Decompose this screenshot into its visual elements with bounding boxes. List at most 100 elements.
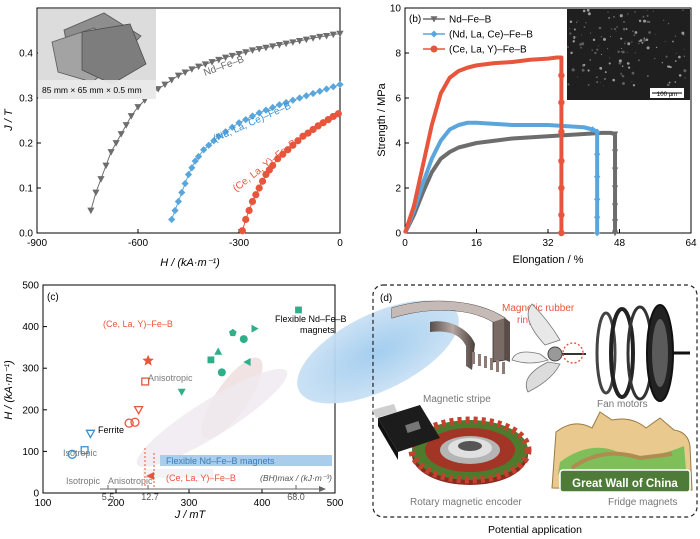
panel-b-ytick-label: 2: [395, 184, 401, 195]
panel-a-series-1-point: [168, 215, 176, 224]
micrograph-grain: [587, 83, 590, 86]
panel-a-series-0-point: [117, 131, 125, 138]
micrograph-grain: [638, 19, 642, 23]
panel-b-ytick-label: 0: [395, 229, 401, 240]
panel-c-point-flexible: [228, 328, 237, 337]
panel-a-series-0-point: [134, 104, 142, 111]
micrograph-grain: [621, 50, 625, 54]
micrograph-grain: [641, 41, 644, 44]
panel-a-series-0-point: [309, 35, 317, 42]
panel-a-series-1-line: [171, 84, 341, 220]
panel-c-xtick-label: 200: [108, 498, 125, 509]
panel-b-legend-marker-2: [430, 45, 438, 53]
panel-a-series-1-point: [184, 170, 193, 179]
panel-a-series-2-point: [255, 184, 263, 192]
panel-c-label-flexible-2: magnets: [300, 325, 335, 335]
panel-c-bh-arrow: [319, 486, 326, 492]
panel-c-ytick-label: 100: [22, 447, 39, 458]
micrograph-grain: [643, 37, 646, 39]
micrograph-grain: [631, 81, 633, 83]
micrograph-grain: [646, 20, 649, 23]
micrograph-grain: [665, 55, 668, 58]
stripe-segment: [472, 352, 475, 364]
micrograph-grain: [598, 45, 600, 47]
micrograph-grain: [645, 38, 649, 42]
panel-c-bar-iso-label: Isotropic: [66, 476, 101, 486]
micrograph-grain: [637, 59, 640, 62]
micrograph-grain: [639, 39, 643, 42]
panel-a-series-0-point: [154, 86, 162, 93]
micrograph-grain: [575, 36, 577, 38]
panel-b-legend-label-1: (Nd, La, Ce)–Fe–B: [449, 30, 533, 41]
panel-c-bar-flexible: [160, 455, 332, 466]
micrograph-grain: [569, 32, 572, 35]
micrograph-grain: [587, 12, 589, 14]
micrograph-grain: [579, 43, 582, 46]
caption-fridge-magnets: Fridge magnets: [608, 497, 677, 508]
panel-b-ylabel: Strength / MPa: [376, 82, 388, 156]
micrograph-grain: [620, 37, 623, 40]
panel-b-series-2-line: [403, 55, 564, 234]
micrograph-grain: [652, 10, 654, 12]
micrograph-grain: [622, 27, 626, 31]
micrograph-grain: [661, 62, 664, 64]
panel-b-legend-label-2: (Ce, La, Y)–Fe–B: [449, 45, 527, 56]
panel-c-label-ferrite: Ferrite: [98, 425, 124, 435]
micrograph-grain: [681, 31, 685, 35]
micrograph-grain: [598, 26, 602, 30]
micrograph-grain: [643, 19, 647, 23]
panel-a-series-1-point: [289, 96, 297, 104]
micrograph-grain: [647, 75, 649, 77]
panel-a-series-1-point: [171, 206, 179, 215]
panel-a-series-2-point: [248, 197, 257, 206]
panel-a-series-1-point: [302, 92, 310, 100]
micrograph-grain: [684, 77, 686, 79]
micrograph-grain: [655, 33, 657, 35]
micrograph-grain: [586, 8, 590, 12]
micrograph-grain: [607, 16, 611, 20]
label-magnetic-rubber-ring-2: ring: [517, 315, 534, 326]
micrograph-grain: [600, 53, 602, 56]
panel-a-series-0-point: [195, 63, 203, 71]
micrograph-grain: [589, 59, 591, 61]
panel-b-ytick-label: 10: [390, 4, 402, 15]
panel-b-series-1-point: [593, 196, 601, 203]
micrograph-grain: [571, 68, 575, 72]
micrograph-grain: [612, 78, 616, 82]
panel-a-inset-photo: [38, 9, 156, 99]
panel-c-ytick-label: 500: [22, 281, 39, 292]
panel-a-series-0-point: [296, 37, 304, 45]
panel-a-series-0-point: [228, 52, 236, 60]
micrograph-grain: [632, 30, 634, 33]
micrograph-grain: [615, 31, 617, 32]
panel-a-series-1-point: [200, 146, 208, 154]
caption-rotary-encoder: Rotary magnetic encoder: [410, 497, 522, 508]
micrograph-grain: [628, 66, 631, 69]
micrograph-grain: [610, 28, 613, 30]
micrograph-grain: [675, 52, 677, 54]
rotary-encoder-image: [372, 404, 532, 485]
micrograph-grain: [631, 71, 635, 75]
micrograph-grain: [664, 40, 666, 42]
micrograph-grain: [614, 28, 616, 30]
panel-a-series-1-point: [262, 106, 270, 114]
panel-b-series-2-point: [558, 128, 565, 135]
panel-a-label-celay: (Ce, La, Y)–Fe–B: [231, 138, 299, 195]
panel-a-series-2-point: [279, 150, 287, 158]
panel-a-series-0-point: [316, 33, 324, 41]
stripe-segment: [478, 354, 481, 366]
panel-a-series-0-point: [302, 36, 310, 44]
panel-a-series-0-point: [107, 149, 115, 156]
panel-c-bar-aniso: [143, 469, 213, 478]
panel-a-series-1-point: [242, 116, 250, 124]
panel-b-series-2-point: [558, 184, 565, 192]
panel-a-series-0-point: [269, 43, 277, 50]
micrograph-grain: [625, 41, 627, 42]
micrograph-grain: [621, 65, 624, 67]
micrograph-grain: [592, 38, 596, 42]
micrograph-grain: [631, 41, 633, 43]
micrograph-grain: [567, 46, 569, 48]
panel-a-series-0-point: [188, 66, 196, 73]
panel-c-ylabel: H / (kA·m⁻¹): [3, 360, 15, 420]
panel-c-point-anisotropic: [133, 405, 144, 416]
